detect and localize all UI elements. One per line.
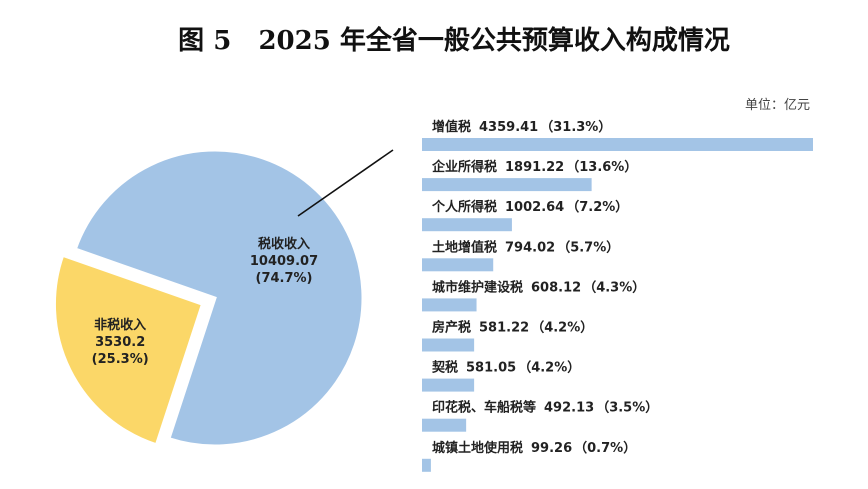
bar-4 bbox=[422, 298, 477, 312]
bar-label-name-4: 城市维护建设税 bbox=[432, 279, 523, 295]
bar-label-name-1: 企业所得税 bbox=[431, 159, 497, 175]
bar-3 bbox=[422, 258, 494, 272]
pie-label-value-0: 10409.07 bbox=[250, 254, 318, 269]
bar-label-value-5: 581.22 bbox=[479, 321, 529, 336]
bar-label-percent-8: （0.7%） bbox=[574, 440, 636, 456]
pie-label-name-0: 税收收入 bbox=[258, 236, 310, 252]
bar-label-2: 个人所得税 1002.64 （7.2%） bbox=[431, 199, 628, 215]
bar-6 bbox=[422, 378, 475, 392]
bar-label-name-6: 契税 bbox=[431, 360, 458, 376]
bar-label-name-7: 印花税、车船税等 bbox=[432, 400, 536, 416]
bar-label-value-6: 581.05 bbox=[466, 361, 516, 376]
chart-title: 图 5 2025 年全省一般公共预算收入构成情况 bbox=[178, 25, 730, 56]
bar-label-percent-4: （4.3%） bbox=[583, 279, 645, 295]
pie-slice-1 bbox=[52, 253, 205, 447]
bar-label-percent-6: （4.2%） bbox=[518, 360, 580, 376]
bar-label-percent-7: （3.5%） bbox=[596, 400, 658, 416]
bar-label-value-3: 794.02 bbox=[505, 240, 555, 255]
bar-label-percent-1: （13.6%） bbox=[566, 159, 637, 175]
unit-label: 单位：亿元 bbox=[745, 98, 810, 113]
bar-label-percent-3: （5.7%） bbox=[557, 239, 619, 255]
pie-chart: 税收收入 10409.07 (74.7%) 非税收入 3530.2 (25.3%) bbox=[52, 148, 365, 448]
bar-1 bbox=[422, 178, 592, 192]
bar-label-3: 土地增值税 794.02 （5.7%） bbox=[432, 239, 619, 255]
bar-label-4: 城市维护建设税 608.12 （4.3%） bbox=[432, 279, 645, 295]
bar-label-percent-5: （4.2%） bbox=[531, 320, 593, 336]
bar-0 bbox=[422, 138, 813, 151]
bar-label-0: 增值税 4359.41 （31.3%） bbox=[432, 119, 611, 135]
pie-label-value-1: 3530.2 bbox=[95, 335, 145, 350]
pie-label-percent-0: (74.7%) bbox=[256, 271, 313, 286]
bar-label-name-5: 房产税 bbox=[432, 320, 471, 336]
bar-label-value-1: 1891.22 bbox=[505, 160, 564, 175]
bar-2 bbox=[422, 218, 512, 232]
bar-label-name-0: 增值税 bbox=[432, 119, 471, 135]
pie-label-percent-1: (25.3%) bbox=[92, 352, 149, 367]
bar-label-name-3: 土地增值税 bbox=[432, 239, 497, 255]
bar-label-name-8: 城镇土地使用税 bbox=[432, 440, 523, 456]
pie-slice-0 bbox=[73, 148, 365, 448]
bar-8 bbox=[422, 458, 431, 472]
connector-line bbox=[297, 149, 394, 217]
bar-label-7: 印花税、车船税等 492.13 （3.5%） bbox=[432, 400, 658, 416]
bar-label-percent-2: （7.2%） bbox=[566, 199, 628, 215]
bar-label-5: 房产税 581.22 （4.2%） bbox=[432, 320, 593, 336]
bar-label-value-8: 99.26 bbox=[531, 441, 572, 456]
bar-label-name-2: 个人所得税 bbox=[431, 199, 497, 215]
bar-label-6: 契税 581.05 （4.2%） bbox=[431, 360, 580, 376]
bar-label-1: 企业所得税 1891.22 （13.6%） bbox=[431, 159, 637, 175]
bar-label-value-4: 608.12 bbox=[531, 280, 581, 295]
bar-5 bbox=[422, 338, 475, 352]
bar-label-value-7: 492.13 bbox=[544, 401, 594, 416]
bar-chart: 增值税 4359.41 （31.3%） 企业所得税 1891.22 （13.6%） 个人所得… bbox=[422, 119, 813, 472]
bar-label-8: 城镇土地使用税 99.26 （0.7%） bbox=[432, 440, 636, 456]
bar-label-percent-0: （31.3%） bbox=[540, 119, 611, 135]
pie-label-name-1: 非税收入 bbox=[94, 317, 146, 333]
bar-7 bbox=[422, 418, 467, 432]
bar-label-value-2: 1002.64 bbox=[505, 200, 564, 215]
bar-label-value-0: 4359.41 bbox=[479, 120, 538, 135]
